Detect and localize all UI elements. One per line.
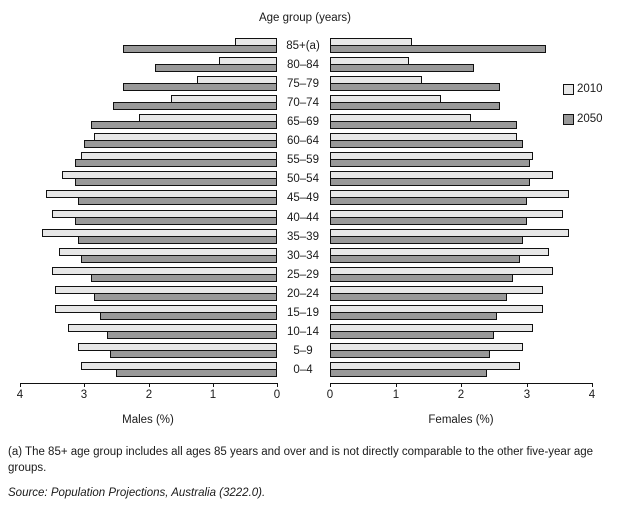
axis-tick-label: 4: [588, 389, 596, 401]
bar-male-2050: [100, 312, 277, 320]
axis-tick-label: 0: [273, 389, 281, 401]
bar-male-2050: [155, 64, 277, 72]
age-group-label: 20–24: [287, 288, 319, 300]
bar-female-2050: [330, 197, 527, 205]
bar-male-2050: [94, 293, 277, 301]
age-group-label: 15–19: [287, 307, 319, 319]
age-group-label: 60–64: [287, 135, 319, 147]
age-group-label: 55–59: [287, 154, 319, 166]
bar-male-2050: [123, 45, 277, 53]
legend-swatch-2010: [563, 83, 574, 95]
bar-female-2050: [330, 369, 487, 377]
age-group-label: 25–29: [287, 269, 319, 281]
males-axis-line: [20, 383, 277, 384]
age-group-label: 65–69: [287, 116, 319, 128]
bar-male-2050: [84, 140, 277, 148]
bar-female-2050: [330, 83, 500, 91]
age-group-label: 35–39: [287, 231, 319, 243]
bar-female-2050: [330, 293, 507, 301]
axis-tick-label: 4: [16, 389, 24, 401]
bar-female-2050: [330, 45, 546, 53]
axis-tick-label: 1: [392, 389, 400, 401]
axis-tick: [461, 383, 462, 387]
age-group-label: 5–9: [293, 345, 313, 357]
bar-male-2050: [110, 350, 277, 358]
bar-male-2050: [75, 178, 277, 186]
age-group-label: 40–44: [287, 212, 319, 224]
axis-tick: [330, 383, 331, 387]
bar-female-2050: [330, 350, 490, 358]
age-group-label: 30–34: [287, 250, 319, 262]
bar-male-2050: [75, 159, 277, 167]
females-axis-title: Females (%): [428, 414, 494, 426]
axis-tick-label: 3: [523, 389, 531, 401]
axis-tick: [277, 383, 278, 387]
axis-tick: [592, 383, 593, 387]
axis-tick: [213, 383, 214, 387]
axis-tick: [396, 383, 397, 387]
age-group-label: 80–84: [287, 59, 319, 71]
legend-item-2010: 2010: [563, 82, 603, 96]
bar-female-2050: [330, 140, 523, 148]
bar-male-2050: [116, 369, 277, 377]
bar-female-2050: [330, 312, 497, 320]
males-axis-title: Males (%): [122, 414, 174, 426]
axis-tick-label: 2: [457, 389, 465, 401]
bar-female-2050: [330, 159, 530, 167]
bar-male-2050: [91, 121, 277, 129]
bar-male-2050: [75, 217, 277, 225]
age-group-label: 0–4: [293, 364, 313, 376]
bar-female-2050: [330, 178, 530, 186]
axis-tick-label: 2: [145, 389, 153, 401]
age-group-label: 45–49: [287, 192, 319, 204]
age-group-label: 85+(a): [286, 40, 320, 52]
bar-male-2050: [113, 102, 277, 110]
source-note: Source: Population Projections, Australi…: [8, 487, 266, 499]
bar-female-2050: [330, 121, 517, 129]
axis-tick: [20, 383, 21, 387]
age-group-label: 70–74: [287, 97, 319, 109]
axis-tick: [527, 383, 528, 387]
legend-swatch-2050: [563, 113, 574, 125]
axis-tick-label: 1: [209, 389, 217, 401]
age-group-label: 75–79: [287, 78, 319, 90]
bar-male-2050: [107, 331, 277, 339]
bar-male-2050: [91, 274, 277, 282]
axis-tick-label: 0: [326, 389, 334, 401]
axis-tick: [84, 383, 85, 387]
bar-female-2050: [330, 274, 513, 282]
bar-female-2050: [330, 102, 500, 110]
legend-item-2050: 2050: [563, 112, 603, 126]
legend-label-2050: 2050: [577, 113, 603, 125]
footnote: (a) The 85+ age group includes all ages …: [8, 446, 594, 474]
bar-female-2050: [330, 331, 494, 339]
bar-female-2050: [330, 64, 474, 72]
bar-male-2050: [81, 255, 277, 263]
age-group-label: 10–14: [287, 326, 319, 338]
legend: 2010 2050: [563, 82, 603, 142]
bar-female-2050: [330, 236, 523, 244]
bar-male-2050: [78, 236, 277, 244]
bar-male-2050: [78, 197, 277, 205]
age-group-label: 50–54: [287, 173, 319, 185]
axis-tick-label: 3: [80, 389, 88, 401]
bar-male-2050: [123, 83, 277, 91]
legend-label-2010: 2010: [577, 83, 603, 95]
axis-tick: [149, 383, 150, 387]
bar-female-2050: [330, 255, 520, 263]
chart-title: Age group (years): [258, 12, 352, 24]
bar-female-2050: [330, 217, 527, 225]
